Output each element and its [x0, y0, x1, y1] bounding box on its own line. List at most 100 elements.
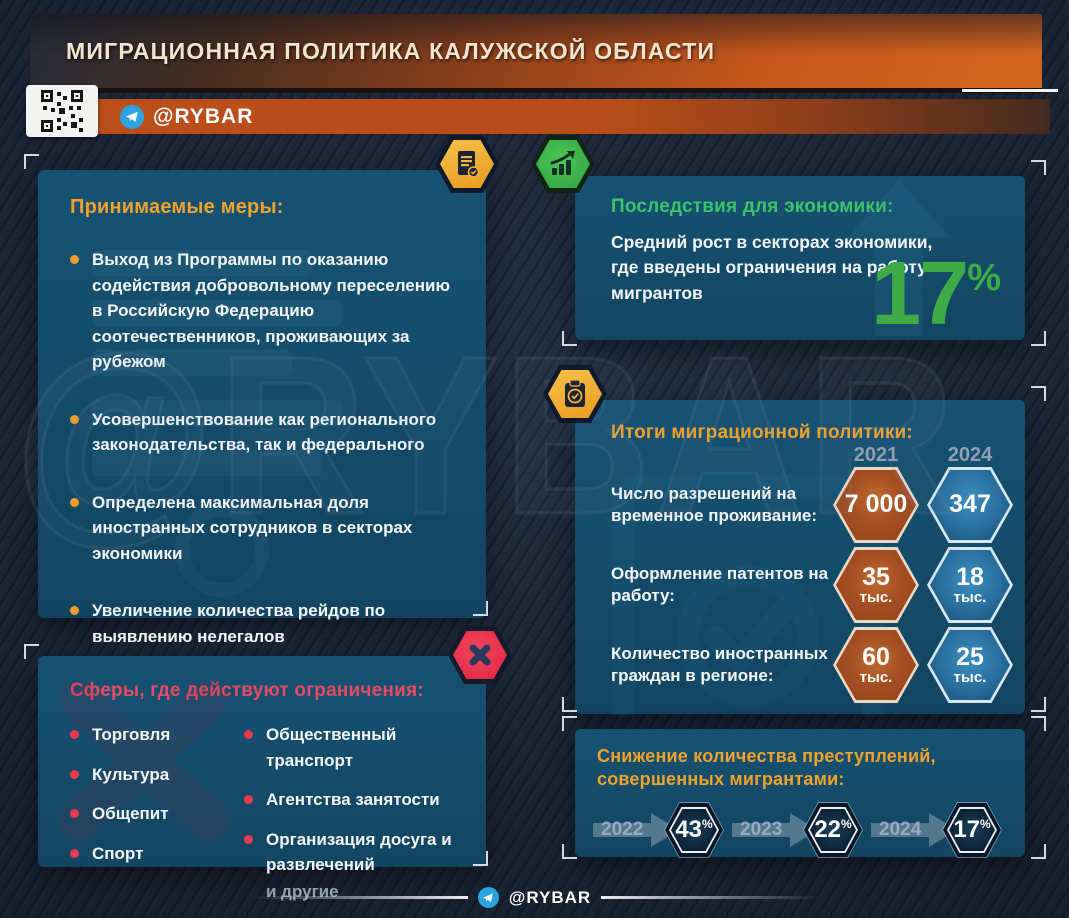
banner-tick-line [962, 89, 1058, 92]
value-number: 18 [956, 562, 984, 591]
footer-line-right [601, 896, 820, 899]
restrictions-footnote: и другие [266, 881, 339, 901]
value-hexagon-2021: 60 тыс. [833, 627, 919, 703]
panel-crime-reduction: Снижение количества преступлений, соверш… [575, 729, 1025, 858]
right-arrow-icon [732, 813, 818, 847]
frame-bracket [24, 644, 39, 659]
telegram-channel-badge[interactable]: @RYBAR [120, 104, 254, 129]
value-hexagon-2021: 7 000 [833, 467, 919, 543]
list-item: Определена максимальная доля иностранных… [70, 490, 454, 567]
bullet-dot [70, 606, 79, 615]
economy-title: Последствия для экономики: [611, 196, 894, 217]
frame-bracket [1031, 160, 1046, 175]
panel-restrictions: Сферы, где действуют ограничения: Торгов… [38, 656, 486, 901]
crime-value: 43 [675, 816, 703, 843]
channel-strip: @RYBAR [56, 99, 1050, 134]
frame-bracket [24, 154, 39, 169]
banner-underline [30, 88, 1042, 93]
frame-bracket [1031, 697, 1046, 712]
economy-badge [531, 135, 595, 193]
restrictions-badge [448, 626, 512, 684]
sector-text: Спорт [92, 843, 144, 863]
bullet-dot [70, 809, 79, 818]
crime-year: 2024 [879, 819, 922, 840]
footer-channel-name[interactable]: @RYBAR [508, 887, 592, 907]
channel-name: @RYBAR [153, 104, 254, 128]
bullet-dot [244, 834, 253, 844]
value-unit: тыс. [953, 669, 987, 687]
panel-economy: Последствия для экономики: Средний рост … [575, 176, 1025, 340]
frame-bracket [1031, 331, 1046, 346]
sector-text: Общественный транспорт [266, 725, 397, 770]
footer: @RYBAR [0, 887, 1069, 908]
value-number: 35 [862, 562, 890, 591]
x-icon [453, 631, 507, 679]
percent-sign: % [841, 817, 852, 831]
measures-list: Выход из Программы по оказанию содействи… [70, 247, 454, 649]
qr-pattern [41, 90, 83, 132]
value-unit: тыс. [859, 669, 893, 687]
year-column-2024: 2024 [947, 444, 993, 466]
crime-year: 2022 [601, 819, 644, 840]
page-title: МИГРАЦИОННАЯ ПОЛИТИКА КАЛУЖСКОЙ ОБЛАСТИ [66, 38, 716, 64]
crime-title: Снижение количества преступлений, соверш… [597, 746, 936, 789]
footer-line-left [249, 896, 468, 899]
frame-bracket [473, 601, 488, 616]
frame-bracket [473, 851, 488, 866]
frame-bracket [562, 844, 577, 859]
growth-chart-icon [536, 140, 590, 188]
sector-text: Общепит [92, 804, 169, 823]
bullet-dot [70, 730, 79, 739]
telegram-icon [120, 104, 144, 129]
frame-bracket [562, 331, 577, 346]
list-item: Усовершенствование как регионального зак… [70, 407, 454, 458]
frame-bracket [562, 697, 577, 712]
percent-sign: % [702, 817, 713, 831]
results-title: Итоги миграционной политики: [611, 422, 913, 443]
panel-measures: Принимаемые меры: Выход из Программы по … [38, 170, 486, 646]
sector-text: Культура [92, 764, 170, 784]
value-hexagon-2024: 25 тыс. [927, 627, 1013, 703]
list-item: Организация досуга и развлечений [244, 827, 454, 878]
bullet-dot [244, 730, 253, 739]
frame-bracket [562, 716, 577, 731]
clipboard-check-icon [548, 370, 602, 418]
qr-code [26, 85, 98, 137]
measure-text: Усовершенствование как регионального зак… [92, 409, 437, 455]
sector-text: Торговля [92, 725, 171, 744]
value-number: 25 [956, 642, 984, 671]
results-badge [543, 365, 607, 423]
value-number: 60 [862, 642, 890, 671]
crime-timeline: 2022 43% 2023 22% 2024 17% [593, 798, 1006, 862]
crime-hexagon: 17% [942, 802, 1002, 858]
list-item: Культура [70, 762, 210, 788]
value-unit: тыс. [859, 589, 893, 607]
economy-growth-value: 17 % [871, 249, 1001, 339]
crime-hexagon: 43% [664, 802, 724, 858]
restrictions-column-2: Общественный транспорт Агентства занятос… [244, 722, 454, 878]
sector-text: Организация досуга и развлечений [266, 829, 452, 875]
measures-badge [435, 135, 499, 193]
document-check-icon [440, 140, 494, 188]
measure-text: Увеличение количества рейдов по выявлени… [92, 601, 386, 646]
value-hexagon-2024: 347 [927, 467, 1013, 543]
list-item: Агентства занятости [244, 787, 454, 813]
results-row-label: Число разрешений на временное проживание… [611, 483, 818, 525]
measure-text: Выход из Программы по оказанию содействи… [92, 250, 450, 371]
header-banner: МИГРАЦИОННАЯ ПОЛИТИКА КАЛУЖСКОЙ ОБЛАСТИ [30, 14, 1042, 88]
percent-sign: % [980, 817, 991, 831]
bullet-dot [244, 795, 253, 804]
list-item: Увеличение количества рейдов по выявлени… [70, 598, 454, 649]
list-item: Выход из Программы по оказанию содействи… [70, 247, 454, 375]
results-row-label: Оформление патентов на работу: [611, 563, 829, 605]
frame-bracket [1031, 386, 1046, 401]
bullet-dot [70, 414, 79, 424]
frame-bracket [1031, 844, 1046, 859]
restrictions-column-1: Торговля Культура Общепит Спорт [70, 722, 210, 902]
crime-hexagon: 22% [803, 802, 863, 858]
crime-step: 2024 17% [871, 798, 1006, 862]
measure-text: Определена максимальная доля иностранных… [92, 492, 413, 563]
list-item: Спорт [70, 841, 210, 867]
frame-bracket [1031, 716, 1046, 731]
bullet-dot [70, 497, 79, 507]
